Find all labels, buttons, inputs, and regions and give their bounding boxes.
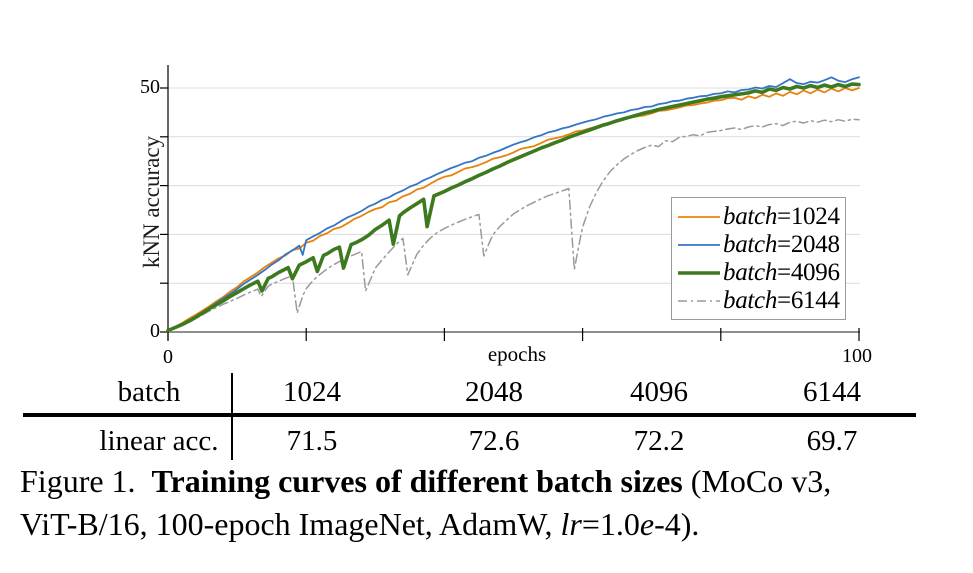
caption-lr-var: lr [560, 506, 582, 542]
table-col-1024: 1024 [283, 376, 341, 408]
y-tick-label-50: 50 [140, 76, 160, 98]
legend-item-batch-2048: batch=2048 [677, 231, 845, 259]
legend-item-batch-4096: batch=4096 [677, 259, 845, 287]
table-col-6144: 6144 [803, 376, 861, 408]
legend-item-batch-6144: batch=6144 [677, 287, 845, 315]
series-line-batch-4096 [166, 82, 861, 333]
x-tick-label-0: 0 [163, 346, 173, 368]
legend-label: batch=1024 [723, 203, 840, 230]
table-col-2048: 2048 [465, 376, 523, 408]
table-header-batch: batch [117, 376, 181, 408]
y-axis-title: kNN accuracy [139, 135, 164, 269]
caption-tail: -4). [654, 506, 700, 542]
legend-label: batch=2048 [723, 231, 840, 258]
x-axis-title: epochs [487, 342, 547, 366]
legend-label: batch=6144 [723, 287, 840, 314]
legend-label: batch=4096 [723, 259, 840, 286]
caption-figure-number: Figure 1. [20, 463, 136, 499]
x-tick-label-100: 100 [842, 345, 872, 367]
table-row-label-linear-acc: linear acc. [99, 425, 219, 457]
legend-line-sample [678, 300, 720, 302]
series-line-batch-6144 [167, 118, 860, 332]
table-value-4096: 72.2 [633, 425, 685, 457]
caption-detail-text: ViT-B/16, 100-epoch ImageNet, AdamW, [20, 506, 561, 542]
table-horizontal-rule [23, 413, 916, 417]
y-tick-label-0: 0 [150, 320, 160, 342]
legend-line-sample [678, 244, 720, 246]
caption-lr-value: =1.0 [581, 506, 640, 542]
series-line-batch-2048 [167, 76, 860, 332]
caption-detail-start: (MoCo v3, [690, 463, 832, 499]
table-col-4096: 4096 [630, 376, 688, 408]
figure-caption-line1: Figure 1. Training curves of different ba… [20, 462, 970, 500]
caption-e-notation: e [639, 506, 655, 542]
table-value-6144: 69.7 [806, 425, 858, 457]
caption-bold-title: Training curves of different batch sizes [151, 463, 683, 499]
legend-line-sample [678, 271, 720, 275]
table-value-1024: 71.5 [286, 425, 338, 457]
table-value-2048: 72.6 [468, 425, 520, 457]
figure-caption-line2: ViT-B/16, 100-epoch ImageNet, AdamW, lr=… [20, 505, 970, 543]
chart-legend: batch=1024 batch=2048 batch=4096 batch=6144 [671, 197, 846, 320]
legend-item-batch-1024: batch=1024 [677, 203, 845, 231]
legend-line-sample [678, 216, 720, 218]
